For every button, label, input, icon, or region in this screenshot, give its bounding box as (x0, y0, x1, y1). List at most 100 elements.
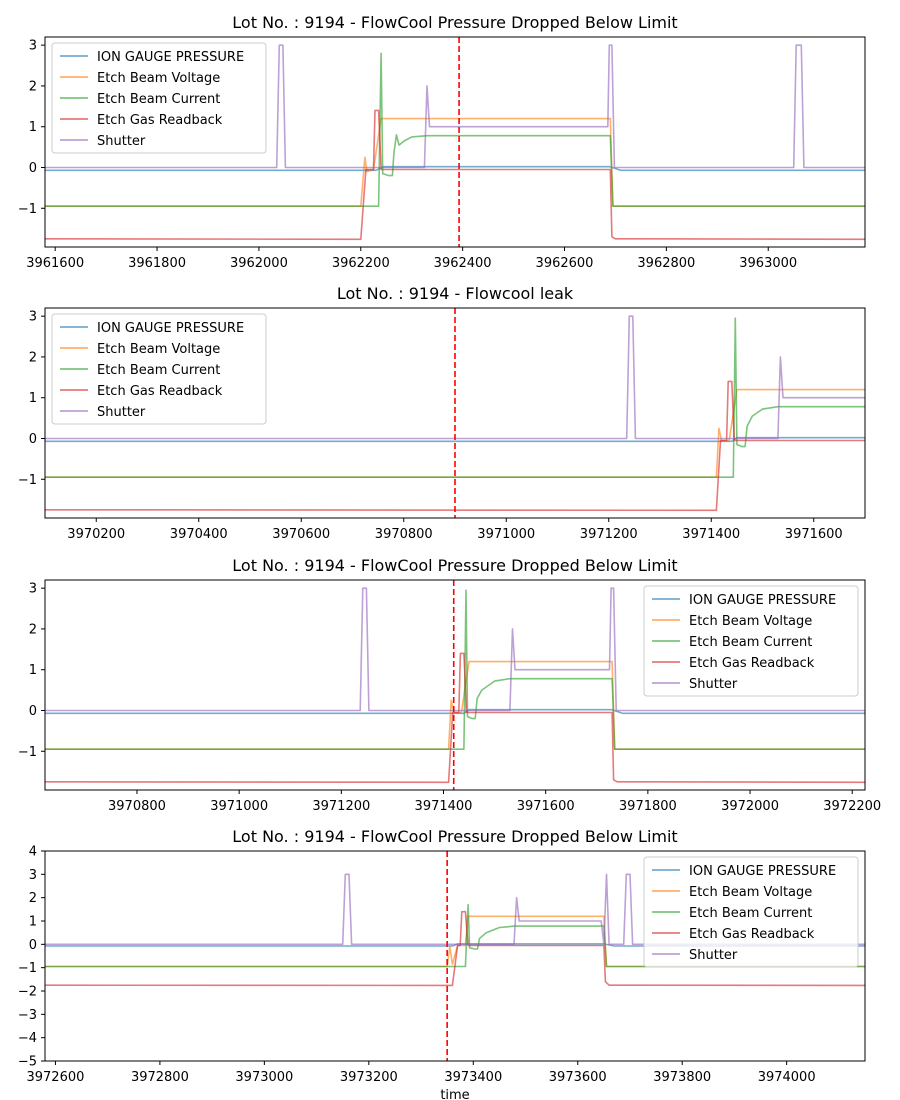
legend-box (643, 856, 859, 968)
legend-label: Shutter (689, 948, 738, 963)
y-tick-label: −1 (18, 473, 37, 488)
x-tick-label: 3974000 (758, 1070, 816, 1085)
x-tick-label: 3971600 (517, 799, 575, 814)
legend-label: Shutter (97, 134, 146, 149)
y-tick-label: 2 (29, 891, 37, 906)
x-tick-label: 3971400 (415, 799, 473, 814)
legend-label: Etch Gas Readback (97, 384, 223, 399)
x-tick-label: 3970800 (375, 527, 433, 542)
legend: ION GAUGE PRESSURE Etch Beam Voltage Etch … (51, 313, 267, 425)
legend-label: Etch Gas Readback (689, 927, 815, 942)
x-tick-label: 3972200 (823, 799, 881, 814)
y-tick-label: 2 (29, 622, 37, 637)
series-line-shutter (45, 587, 865, 712)
y-tick-label: −1 (18, 745, 37, 760)
chart-title: Lot No. : 9194 - FlowCool Pressure Dropp… (232, 556, 677, 575)
legend-box (51, 42, 267, 154)
x-tick-label: 3972600 (26, 1070, 84, 1085)
chart-title: Lot No. : 9194 - FlowCool Pressure Dropp… (232, 13, 677, 32)
legend: ION GAUGE PRESSURE Etch Beam Voltage Etch … (643, 585, 859, 697)
legend-label: ION GAUGE PRESSURE (97, 50, 244, 65)
y-tick-label: 4 (29, 845, 37, 860)
series-line-etch-gas-readback (45, 652, 865, 784)
x-tick-label: 3961600 (26, 256, 84, 271)
x-tick-label: 3970600 (272, 527, 330, 542)
y-tick-label: −5 (18, 1055, 37, 1070)
x-tick-label: 3963000 (739, 256, 797, 271)
series-line-ion-gauge-pressure (45, 165, 865, 172)
x-tick-label: 3970400 (170, 527, 228, 542)
x-tick-label: 3971200 (580, 527, 638, 542)
y-tick-label: 0 (29, 432, 37, 447)
x-tick-label: 3971200 (312, 799, 370, 814)
series-line-etch-beam-current (45, 317, 865, 478)
x-tick-label: 3962000 (230, 256, 288, 271)
y-tick-label: 1 (29, 663, 37, 678)
x-tick-label: 3970800 (108, 799, 166, 814)
series-line-etch-beam-current (45, 589, 865, 750)
chart-panel: Lot No. : 9194 - FlowCool Pressure Dropp… (18, 13, 866, 271)
chart-panel: Lot No. : 9194 - FlowCool Pressure Dropp… (18, 827, 866, 1100)
series-line-shutter (45, 873, 865, 946)
legend-label: Etch Beam Voltage (97, 342, 220, 357)
x-tick-label: 3962200 (332, 256, 390, 271)
legend-label: Etch Beam Current (689, 906, 812, 921)
x-tick-label: 3973200 (340, 1070, 398, 1085)
x-tick-label: 3962800 (637, 256, 695, 271)
y-tick-label: 1 (29, 915, 37, 930)
x-tick-label: 3971000 (210, 799, 268, 814)
y-tick-label: 0 (29, 704, 37, 719)
y-tick-label: 0 (29, 161, 37, 176)
x-tick-label: 3972000 (721, 799, 779, 814)
y-tick-label: −1 (18, 961, 37, 976)
y-tick-label: −4 (18, 1031, 37, 1046)
y-tick-label: 1 (29, 120, 37, 135)
x-tick-label: 3973600 (549, 1070, 607, 1085)
series-group (45, 587, 865, 784)
series-line-shutter (45, 315, 865, 440)
legend-label: ION GAUGE PRESSURE (689, 864, 836, 879)
axes-frame (44, 36, 866, 248)
x-tick-label: 3971000 (477, 527, 535, 542)
series-group (45, 44, 865, 241)
series-line-ion-gauge-pressure (45, 708, 865, 715)
legend-box (643, 585, 859, 697)
legend-label: Etch Gas Readback (689, 656, 815, 671)
axes-frame (44, 579, 866, 791)
x-tick-label: 3962400 (434, 256, 492, 271)
legend-label: Etch Beam Voltage (97, 71, 220, 86)
series-line-etch-gas-readback (45, 380, 865, 512)
series-line-shutter (45, 44, 865, 169)
x-tick-label: 3973800 (653, 1070, 711, 1085)
y-tick-label: 3 (29, 582, 37, 597)
legend: ION GAUGE PRESSURE Etch Beam Voltage Etch … (51, 42, 267, 154)
x-axis-label: time (440, 1088, 469, 1100)
x-tick-label: 3971400 (682, 527, 740, 542)
x-tick-label: 3970200 (67, 527, 125, 542)
x-tick-label: 3961800 (128, 256, 186, 271)
legend-label: ION GAUGE PRESSURE (689, 593, 836, 608)
x-tick-label: 3973000 (235, 1070, 293, 1085)
legend: ION GAUGE PRESSURE Etch Beam Voltage Etch … (643, 856, 859, 968)
series-line-etch-beam-current (45, 52, 865, 207)
chart-panel: Lot No. : 9194 - Flowcool leak 3970200 397… (18, 284, 866, 542)
series-group (45, 315, 865, 512)
axes-frame (44, 850, 866, 1062)
x-tick-label: 3972800 (131, 1070, 189, 1085)
legend-label: Shutter (689, 677, 738, 692)
y-tick-label: 0 (29, 938, 37, 953)
legend-box (51, 313, 267, 425)
series-line-etch-gas-readback (45, 109, 865, 241)
chart-panel: Lot No. : 9194 - FlowCool Pressure Dropp… (18, 556, 881, 814)
chart-title: Lot No. : 9194 - Flowcool leak (337, 284, 574, 303)
legend-label: ION GAUGE PRESSURE (97, 321, 244, 336)
y-tick-label: 2 (29, 79, 37, 94)
y-tick-label: −2 (18, 985, 37, 1000)
legend-label: Etch Beam Current (689, 635, 812, 650)
y-tick-label: −3 (18, 1008, 37, 1023)
y-tick-label: −1 (18, 202, 37, 217)
legend-label: Shutter (97, 405, 146, 420)
series-line-etch-gas-readback (45, 910, 865, 987)
chart-title: Lot No. : 9194 - FlowCool Pressure Dropp… (232, 827, 677, 846)
